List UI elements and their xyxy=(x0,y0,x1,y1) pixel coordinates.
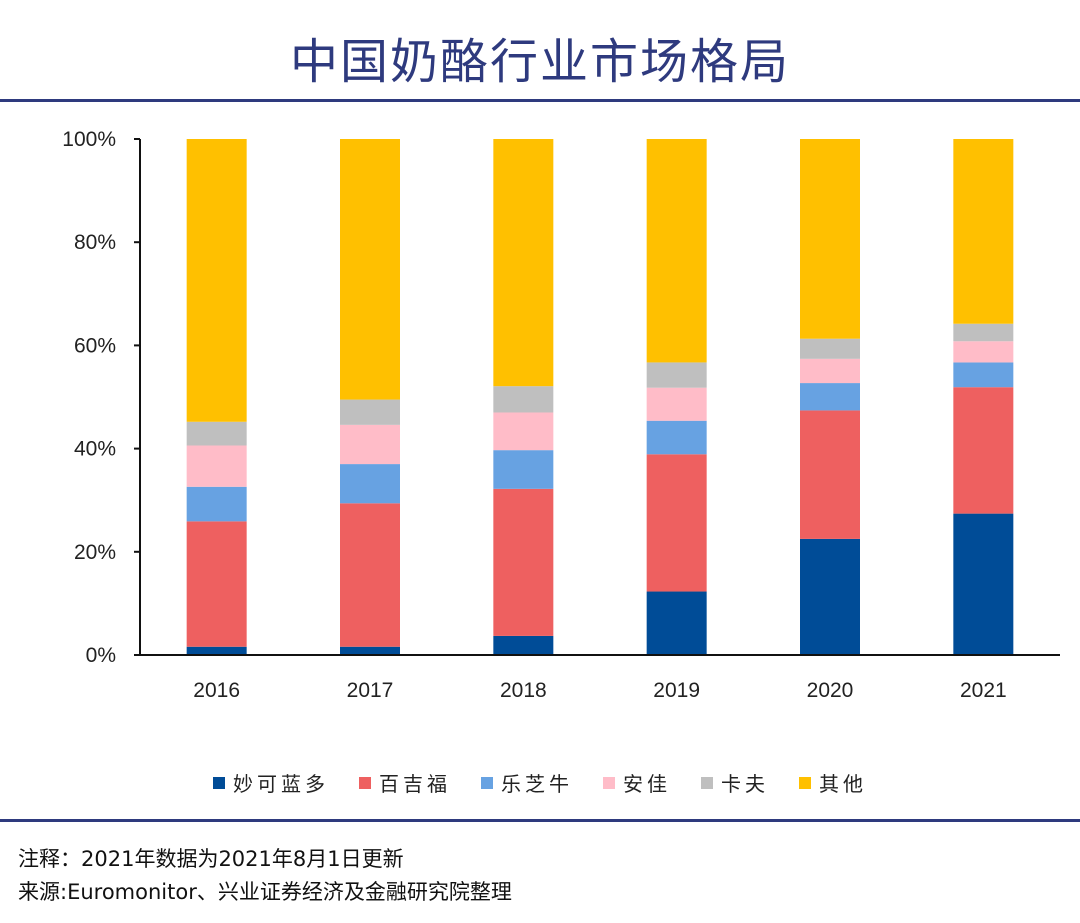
y-tick-label: 40% xyxy=(74,438,116,461)
bar-segment xyxy=(953,341,1014,363)
legend-item: 乐芝牛 xyxy=(481,768,573,797)
legend-swatch xyxy=(701,776,713,789)
source-text: 来源:Euromonitor、兴业证券经济及金融研究院整理 xyxy=(18,880,512,904)
legend-label: 妙可蓝多 xyxy=(233,772,329,796)
y-tick-label: 60% xyxy=(74,334,116,357)
legend-item: 卡夫 xyxy=(701,768,769,797)
legend-label: 其他 xyxy=(819,772,867,796)
x-tick-label: 2018 xyxy=(500,679,547,702)
y-tick-label: 0% xyxy=(86,644,116,667)
bar-segment xyxy=(800,410,860,539)
y-tick-label: 100% xyxy=(62,128,116,151)
legend-swatch xyxy=(213,776,225,789)
bar-segment xyxy=(186,486,247,522)
bar-segment xyxy=(340,399,400,425)
bar-segment xyxy=(953,362,1014,388)
bar-segment xyxy=(493,488,554,636)
bar-segment xyxy=(800,338,860,359)
bar-segment xyxy=(186,521,247,647)
bar-segment xyxy=(646,454,707,592)
bar-segment xyxy=(646,420,707,455)
bar-segment xyxy=(800,139,860,339)
bar-segment xyxy=(953,513,1014,655)
legend-swatch xyxy=(603,776,615,789)
bar-segment xyxy=(340,503,400,647)
bar-segment xyxy=(953,323,1014,342)
bar-segment xyxy=(340,464,400,504)
title-divider xyxy=(0,99,1080,102)
notes: 注释：2021年数据为2021年8月1日更新 来源:Euromonitor、兴业… xyxy=(18,843,512,909)
bar-segment xyxy=(646,362,707,388)
bar-segment xyxy=(800,538,860,655)
bar-segment xyxy=(186,139,247,422)
bar-segment xyxy=(340,424,400,465)
legend-label: 乐芝牛 xyxy=(501,772,573,796)
x-tick-label: 2019 xyxy=(653,679,700,702)
legend-label: 卡夫 xyxy=(721,772,769,796)
chart-title: 中国奶酪行业市场格局 xyxy=(289,34,790,90)
bar-segment xyxy=(493,386,554,413)
x-tick-label: 2020 xyxy=(807,679,854,702)
bar-segment xyxy=(800,358,860,384)
legend-item: 妙可蓝多 xyxy=(213,768,329,797)
legend-label: 百吉福 xyxy=(379,772,451,796)
bar-segment xyxy=(646,139,707,363)
legend-label: 安佳 xyxy=(623,772,671,796)
stacked-bar-chart: 2016 2017 2018 2019 2020 2021 0% 20% 40% 60% 80% 10… xyxy=(62,128,1060,702)
bar-segment xyxy=(493,139,554,387)
legend: 妙可蓝多 百吉福 乐芝牛 安佳 卡夫 其他 xyxy=(0,768,1080,797)
legend-item: 其他 xyxy=(799,768,867,797)
bar-segment xyxy=(186,646,247,655)
legend-item: 百吉福 xyxy=(359,768,451,797)
note-text: 注释：2021年数据为2021年8月1日更新 xyxy=(18,847,404,871)
bar-segment xyxy=(493,412,554,451)
bar-segment xyxy=(953,387,1014,514)
footer-divider xyxy=(0,819,1080,822)
bar-segment xyxy=(340,139,400,400)
bar-segment xyxy=(953,139,1014,324)
bar-segment xyxy=(646,387,707,421)
bar-segment xyxy=(186,445,247,487)
legend-swatch xyxy=(481,776,493,789)
bar-segment xyxy=(186,421,247,446)
legend-item: 安佳 xyxy=(603,768,671,797)
y-tick-label: 80% xyxy=(74,231,116,254)
x-tick-label: 2021 xyxy=(960,679,1007,702)
x-tick-label: 2017 xyxy=(347,679,394,702)
bar-segment xyxy=(800,383,860,411)
legend-swatch xyxy=(799,776,811,789)
bar-segment xyxy=(493,450,554,489)
y-tick-label: 20% xyxy=(74,541,116,564)
bar-segment xyxy=(340,646,400,655)
legend-swatch xyxy=(359,776,371,789)
bar-segment xyxy=(493,635,554,655)
x-tick-label: 2016 xyxy=(193,679,240,702)
bar-segment xyxy=(646,591,707,655)
